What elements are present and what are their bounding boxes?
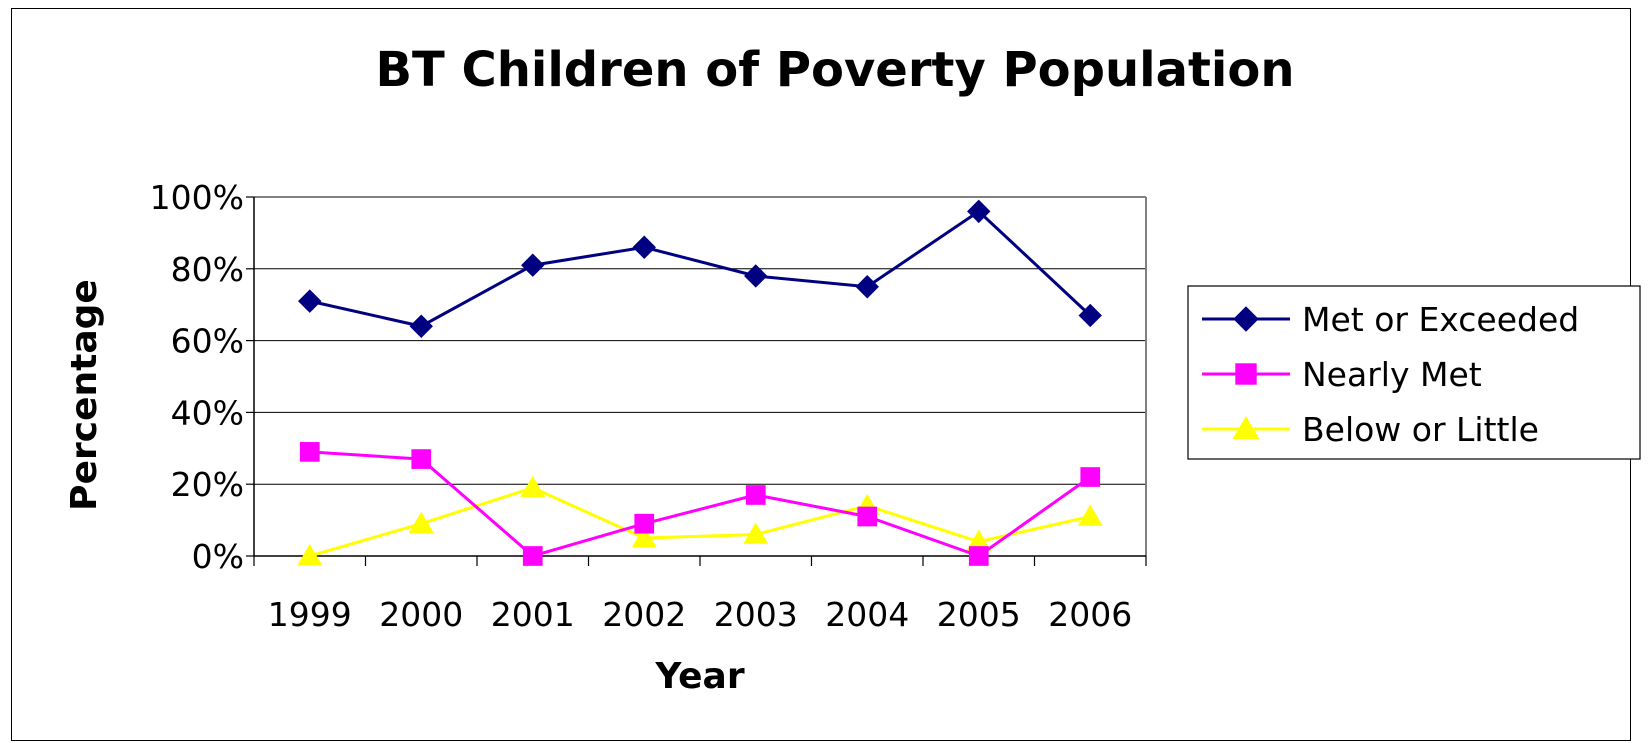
data-point (299, 442, 320, 462)
y-tick-label: 40% (171, 393, 244, 432)
data-point (855, 275, 879, 299)
data-point (745, 485, 766, 505)
data-point (411, 449, 432, 469)
legend-label: Below or Little (1302, 410, 1539, 449)
y-tick-label: 80% (171, 250, 244, 289)
data-point (1080, 467, 1101, 487)
data-point (520, 475, 546, 498)
plot-area: 0% 20% 40% 60% 80% 100% 1999 2000 2001 2002 2003 20… (150, 178, 1147, 634)
legend-swatch-marker (1235, 363, 1257, 385)
legend-swatch-marker (1233, 306, 1259, 332)
series-line (309, 450, 1092, 558)
y-tick-label: 60% (171, 322, 244, 361)
data-point (744, 264, 768, 288)
data-point (857, 506, 878, 527)
x-tick-label: 2002 (602, 595, 686, 634)
data-point (409, 314, 433, 338)
data-point (1078, 303, 1102, 328)
data-point (968, 546, 989, 566)
plot-background (254, 197, 1146, 556)
x-tick-label: 2005 (937, 595, 1021, 634)
y-tick-label: 20% (171, 465, 244, 504)
data-point (634, 513, 655, 534)
legend-swatch-marker (1232, 416, 1260, 440)
x-tick-label: 2006 (1048, 595, 1132, 634)
series-line (309, 209, 1092, 328)
series-line (309, 486, 1091, 558)
data-point (408, 511, 434, 533)
data-point (632, 235, 656, 259)
legend-label: Nearly Met (1302, 355, 1482, 394)
chart-title: BT Children of Poverty Population (375, 42, 1294, 98)
x-tick-label: 2003 (714, 595, 798, 634)
data-point (521, 253, 545, 277)
data-point (631, 526, 657, 548)
legend: Met or Exceeded Nearly Met Below or Little (1187, 285, 1641, 460)
data-point (297, 544, 323, 566)
data-point (743, 522, 769, 544)
x-tick-label: 2004 (825, 595, 909, 634)
x-tick-label: 2000 (379, 595, 463, 634)
legend-label: Met or Exceeded (1302, 300, 1579, 339)
data-point (1077, 504, 1103, 526)
x-tick-label: 1999 (268, 595, 352, 634)
data-point (298, 289, 322, 313)
y-tick-label: 0% (192, 537, 244, 576)
data-point (967, 199, 991, 224)
x-tick-label: 2001 (491, 595, 575, 634)
y-axis-title: Percentage (64, 279, 105, 511)
data-point (522, 546, 543, 566)
y-tick-label: 100% (150, 178, 244, 217)
x-axis-title: Year (654, 656, 744, 697)
